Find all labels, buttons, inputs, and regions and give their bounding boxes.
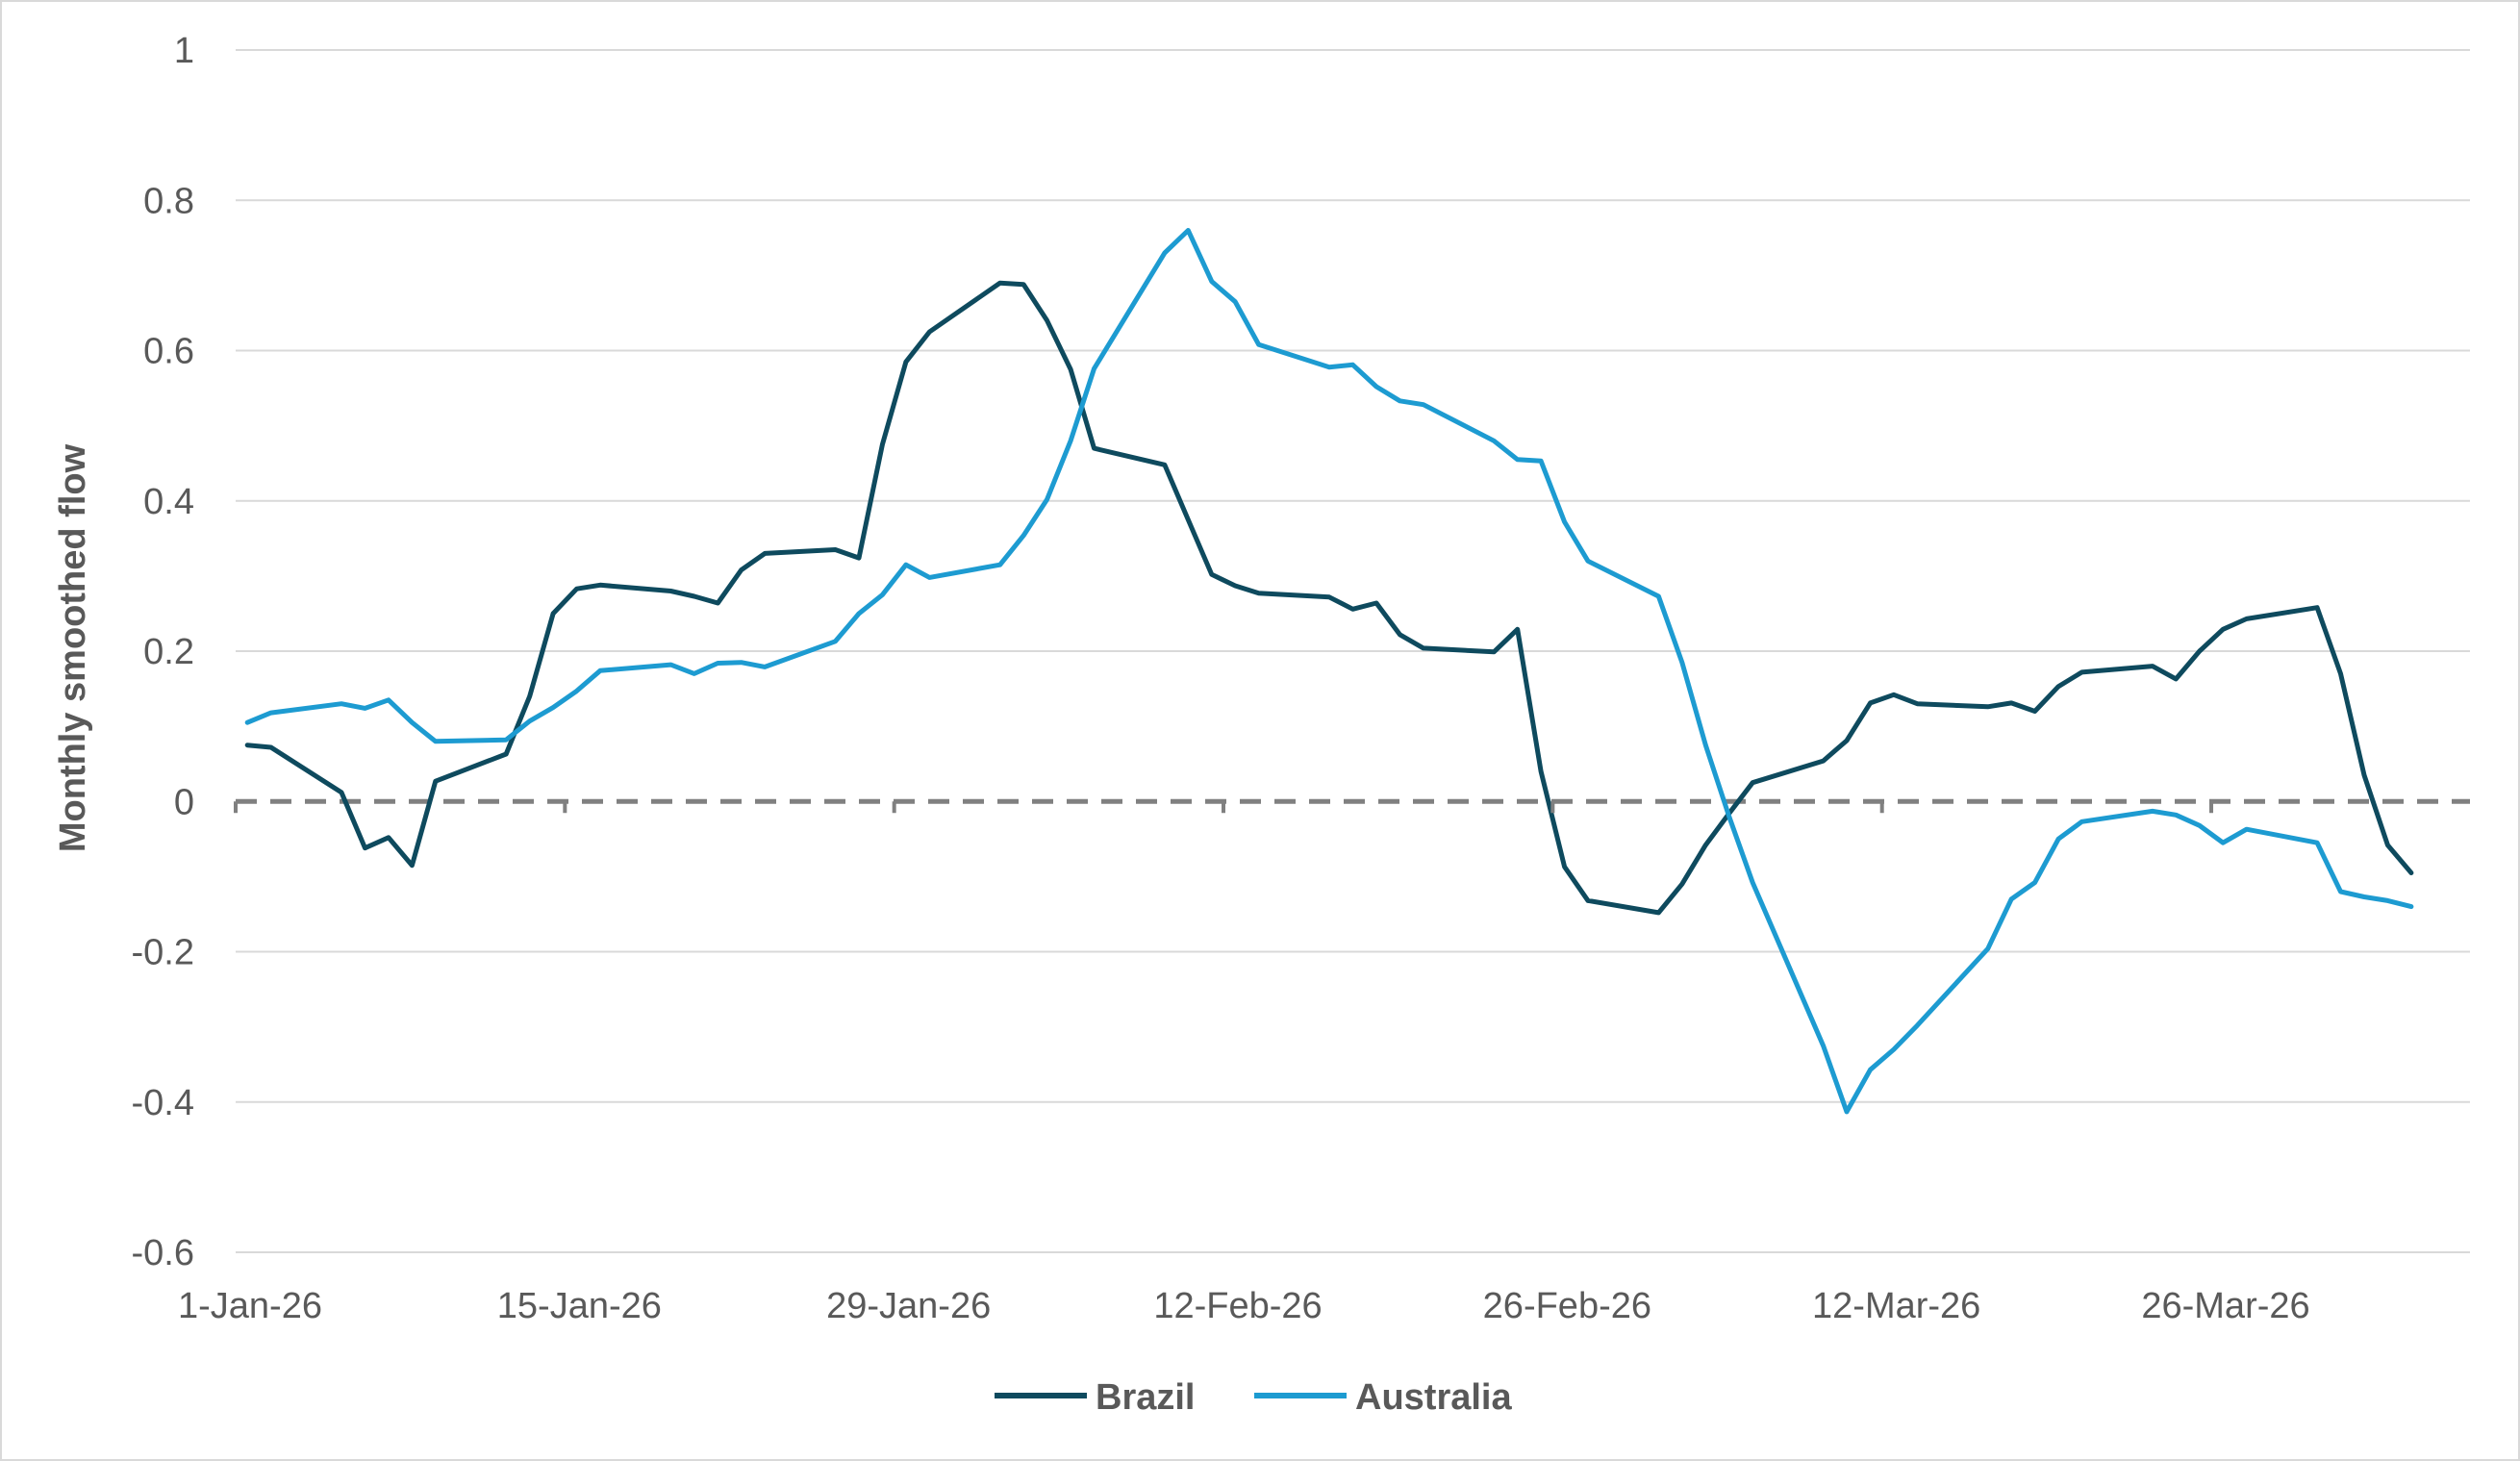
legend: Brazil Australia	[995, 1377, 1512, 1418]
x-tick-label: 26-Mar-26	[2141, 1286, 2309, 1326]
y-tick-label: 0.6	[143, 332, 194, 372]
x-tick-label: 26-Feb-26	[1483, 1286, 1651, 1326]
x-tick-label: 29-Jan-26	[826, 1286, 991, 1326]
legend-label-australia: Australia	[1355, 1377, 1512, 1418]
y-tick-label: 0.2	[143, 632, 194, 672]
y-tick-label: -0.4	[132, 1083, 194, 1123]
legend-label-brazil: Brazil	[1096, 1377, 1195, 1418]
x-tick-label: 1-Jan-26	[178, 1286, 322, 1326]
x-axis-tick-labels: 1-Jan-26 15-Jan-26 29-Jan-26 12-Feb-26 26-Fe…	[178, 801, 2310, 1326]
y-tick-label: 0	[174, 782, 194, 822]
y-axis-tick-labels: 1 0.8 0.6 0.4 0.2 0 -0.2 -0.4 -0.6	[132, 31, 194, 1273]
y-axis-title: Monthly smoothed flow	[53, 443, 93, 852]
x-tick-label: 15-Jan-26	[497, 1286, 662, 1326]
gridlines	[236, 49, 2470, 1253]
x-tick-label: 12-Mar-26	[1812, 1286, 1980, 1326]
series-line-brazil	[244, 280, 2414, 916]
series-line-australia	[244, 228, 2414, 1115]
y-tick-label: -0.6	[132, 1233, 194, 1273]
y-tick-label: 1	[174, 31, 194, 71]
y-tick-label: 0.4	[143, 482, 194, 522]
y-tick-label: -0.2	[132, 933, 194, 973]
series-lines	[244, 228, 2414, 1115]
y-tick-label: 0.8	[143, 181, 194, 221]
x-tick-label: 12-Feb-26	[1153, 1286, 1322, 1326]
